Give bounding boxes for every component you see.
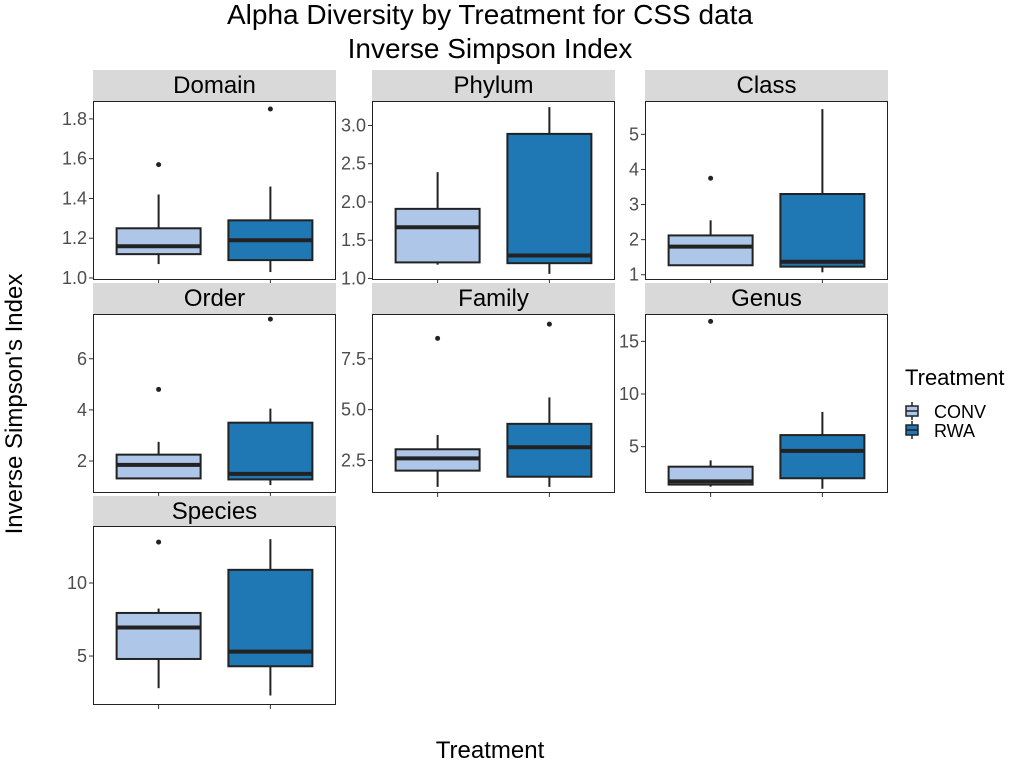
legend-label: CONV	[934, 402, 986, 422]
y-tick-label: 1.8	[62, 109, 87, 129]
legend-title: Treatment	[905, 365, 1004, 390]
facet-panels: Domain 1.0 1.2 1.4 1.6 1.8 Phylum 1.0 1.5 2.0 2.5 3…	[62, 70, 888, 709]
facet-panel-border	[93, 314, 336, 493]
facet-strip-label: Genus	[731, 285, 802, 312]
facet-panel-genus: Genus 5 10 15	[619, 283, 888, 497]
box-rwa	[779, 109, 866, 273]
facet-panel-species: Species 5 10	[67, 496, 336, 709]
y-tick-label: 4	[629, 159, 639, 179]
outlier-point	[156, 162, 162, 168]
y-tick-label: 5.0	[341, 400, 366, 420]
y-tick-label: 2	[629, 230, 639, 250]
facet-strip	[645, 283, 888, 314]
box-conv	[115, 162, 202, 265]
facet-strip-label: Family	[458, 285, 529, 312]
y-tick-label: 2	[77, 451, 87, 471]
y-tick-label: 1.2	[62, 228, 87, 248]
facet-strip	[372, 283, 615, 314]
facet-strip	[93, 283, 336, 314]
legend-label: RWA	[934, 421, 975, 441]
box-rwa	[227, 106, 314, 273]
facet-panel-border	[93, 526, 336, 705]
facet-panel-class: Class 1 2 3 4 5	[629, 70, 888, 285]
box-rwa	[506, 321, 593, 487]
facet-panel-border	[645, 101, 888, 280]
box-conv	[115, 386, 202, 480]
y-tick-label: 2.0	[341, 192, 366, 212]
y-tick-label: 10	[619, 384, 639, 404]
legend-entry-conv: CONV	[905, 402, 986, 422]
facet-panel-order: Order 2 4 6	[77, 283, 336, 497]
y-tick-label: 3.0	[341, 115, 366, 135]
y-tick-label: 3	[629, 195, 639, 215]
facet-strip	[372, 70, 615, 101]
y-tick-label: 7.5	[341, 349, 366, 369]
outlier-point	[708, 318, 714, 324]
facet-strip-label: Order	[184, 285, 245, 312]
y-tick-label: 4	[77, 400, 87, 420]
facet-strip	[93, 496, 336, 526]
facet-panel-border	[372, 314, 615, 493]
box-conv	[667, 175, 754, 267]
facet-strip	[645, 70, 888, 101]
facet-panel-border	[645, 314, 888, 493]
chart-title: Alpha Diversity by Treatment for CSS dat…	[227, 0, 753, 30]
facet-panel-border	[372, 101, 615, 280]
y-tick-label: 5	[77, 646, 87, 666]
y-axis-title: Inverse Simpson's Index	[1, 274, 28, 535]
box-conv	[394, 172, 481, 265]
box-rwa	[227, 539, 314, 696]
box-iqr	[779, 434, 866, 480]
facet-strip-label: Domain	[173, 72, 256, 99]
facet-panel-domain: Domain 1.0 1.2 1.4 1.6 1.8	[62, 70, 336, 288]
box-conv	[115, 539, 202, 689]
outlier-point	[156, 386, 162, 392]
y-tick-label: 15	[619, 331, 639, 351]
outlier-point	[267, 106, 273, 112]
y-tick-label: 1.0	[62, 268, 87, 288]
outlier-point	[546, 321, 552, 327]
box-iqr	[394, 207, 481, 264]
facet-strip-label: Phylum	[453, 72, 533, 99]
x-axis-title: Treatment	[436, 737, 545, 764]
chart-subtitle: Inverse Simpson Index	[348, 33, 633, 64]
box-iqr	[506, 132, 593, 265]
y-tick-label: 1.5	[341, 230, 366, 250]
y-tick-label: 10	[67, 573, 87, 593]
y-tick-label: 2.5	[341, 450, 366, 470]
box-conv	[394, 335, 481, 487]
box-rwa	[779, 411, 866, 489]
box-iqr	[779, 193, 866, 268]
chart-title-group: Alpha Diversity by Treatment for CSS dat…	[227, 0, 753, 64]
facet-panel-border	[93, 101, 336, 280]
y-tick-label: 2.5	[341, 154, 366, 174]
box-rwa	[227, 316, 314, 486]
facet-panel-phylum: Phylum 1.0 1.5 2.0 2.5 3.0	[341, 70, 615, 288]
y-tick-label: 1	[629, 265, 639, 285]
box-iqr	[115, 611, 202, 660]
box-iqr	[115, 227, 202, 256]
box-rwa	[506, 107, 593, 274]
y-tick-label: 6	[77, 349, 87, 369]
facet-strip-label: Species	[172, 498, 257, 525]
box-iqr	[506, 422, 593, 478]
outlier-point	[708, 175, 714, 181]
legend-entry-rwa: RWA	[905, 421, 975, 441]
facet-panel-family: Family 2.5 5.0 7.5	[341, 283, 615, 497]
outlier-point	[156, 539, 162, 545]
facet-strip-label: Class	[736, 72, 796, 99]
y-tick-label: 1.0	[341, 268, 366, 288]
box-iqr	[227, 421, 314, 481]
outlier-point	[435, 335, 441, 341]
y-tick-label: 1.4	[62, 188, 87, 208]
y-tick-label: 5	[629, 437, 639, 457]
facet-strip	[93, 70, 336, 101]
y-tick-label: 1.6	[62, 149, 87, 169]
box-conv	[667, 318, 754, 487]
outlier-point	[267, 316, 273, 322]
box-iqr	[667, 234, 754, 267]
y-tick-label: 5	[629, 124, 639, 144]
